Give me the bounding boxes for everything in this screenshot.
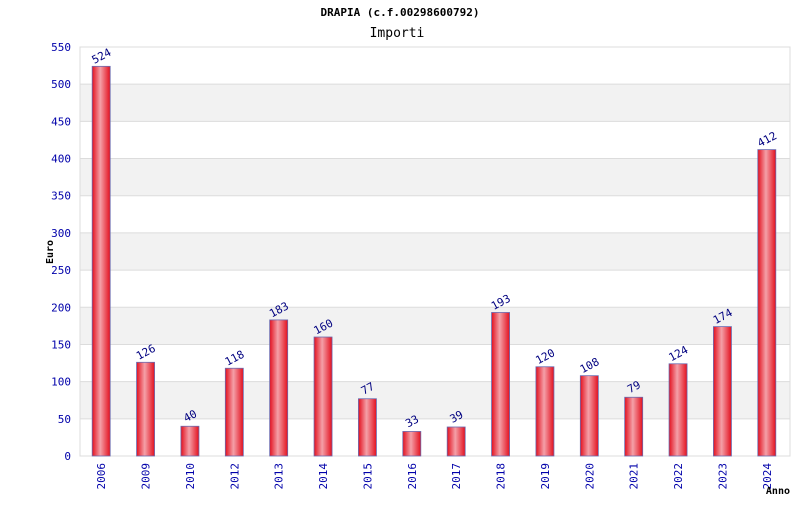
y-tick-label: 350 xyxy=(51,190,71,203)
x-tick-label: 2018 xyxy=(495,463,508,490)
bar xyxy=(446,426,466,457)
y-tick-label: 500 xyxy=(51,78,71,91)
bar xyxy=(358,398,377,457)
bar xyxy=(579,375,599,457)
y-tick-label: 550 xyxy=(51,41,71,54)
data-label: 77 xyxy=(359,380,377,398)
bar xyxy=(91,65,111,457)
x-tick-label: 2009 xyxy=(140,463,153,490)
bar xyxy=(269,319,289,457)
y-tick-label: 200 xyxy=(51,301,71,314)
y-tick-labels: 0 50 100 150 200 250 300 350 400 450 500 550 xyxy=(51,41,71,463)
bar xyxy=(624,396,644,457)
x-tick-label: 2013 xyxy=(273,463,286,490)
data-label: 33 xyxy=(403,413,421,431)
plot-frame xyxy=(79,46,791,457)
bar xyxy=(402,431,422,457)
y-tick-label: 150 xyxy=(51,338,71,351)
chart-title: DRAPIA (c.f.00298600792) xyxy=(321,6,480,19)
y-axis-label: Euro xyxy=(45,240,56,264)
x-tick-label: 2014 xyxy=(317,463,330,490)
y-tick-label: 50 xyxy=(58,413,71,426)
band xyxy=(80,232,790,271)
y-tick-label: 300 xyxy=(51,227,71,240)
x-tick-label: 2024 xyxy=(761,463,774,490)
x-tick-label: 2012 xyxy=(228,463,241,490)
y-tick-label: 250 xyxy=(51,264,71,277)
data-label: 40 xyxy=(181,407,199,425)
y-tick-label: 450 xyxy=(51,115,71,128)
x-tick-label: 2023 xyxy=(716,463,729,490)
x-tick-label: 2010 xyxy=(184,463,197,490)
x-tick-label: 2021 xyxy=(628,463,641,490)
x-tick-label: 2017 xyxy=(450,463,463,490)
bar xyxy=(224,367,244,457)
bar xyxy=(535,366,555,457)
data-label: 120 xyxy=(533,346,557,367)
chart-subtitle: Importi xyxy=(370,26,425,41)
data-label: 524 xyxy=(90,46,114,67)
bar xyxy=(313,336,333,457)
band xyxy=(80,158,790,196)
data-label: 108 xyxy=(578,355,602,376)
bar xyxy=(180,425,200,457)
x-tick-label: 2019 xyxy=(539,463,552,490)
data-label: 39 xyxy=(448,408,466,426)
bar xyxy=(136,361,155,457)
bar xyxy=(491,312,510,457)
x-tick-label: 2016 xyxy=(406,463,419,490)
x-tick-label: 2020 xyxy=(583,463,596,490)
y-tick-label: 0 xyxy=(64,450,71,463)
x-tick-label: 2015 xyxy=(361,463,374,490)
bar xyxy=(713,326,732,457)
y-tick-label: 400 xyxy=(51,153,71,166)
bar xyxy=(757,149,777,457)
bars xyxy=(91,65,777,457)
x-tick-label: 2022 xyxy=(672,463,685,490)
y-tick-label: 100 xyxy=(51,376,71,389)
data-label: 79 xyxy=(625,378,643,396)
data-label: 412 xyxy=(755,129,779,150)
band xyxy=(80,307,790,345)
gridlines xyxy=(79,46,791,457)
x-tick-label: 2006 xyxy=(95,463,108,490)
x-tick-labels: 2006 2009 2010 2012 2013 2014 2015 2016 2017 2018… xyxy=(95,463,774,490)
background-bands xyxy=(80,84,790,419)
data-label: 124 xyxy=(667,343,691,364)
data-label: 118 xyxy=(223,348,247,369)
band xyxy=(80,84,790,122)
x-axis-label: Anno xyxy=(766,486,790,497)
bar xyxy=(668,363,688,457)
